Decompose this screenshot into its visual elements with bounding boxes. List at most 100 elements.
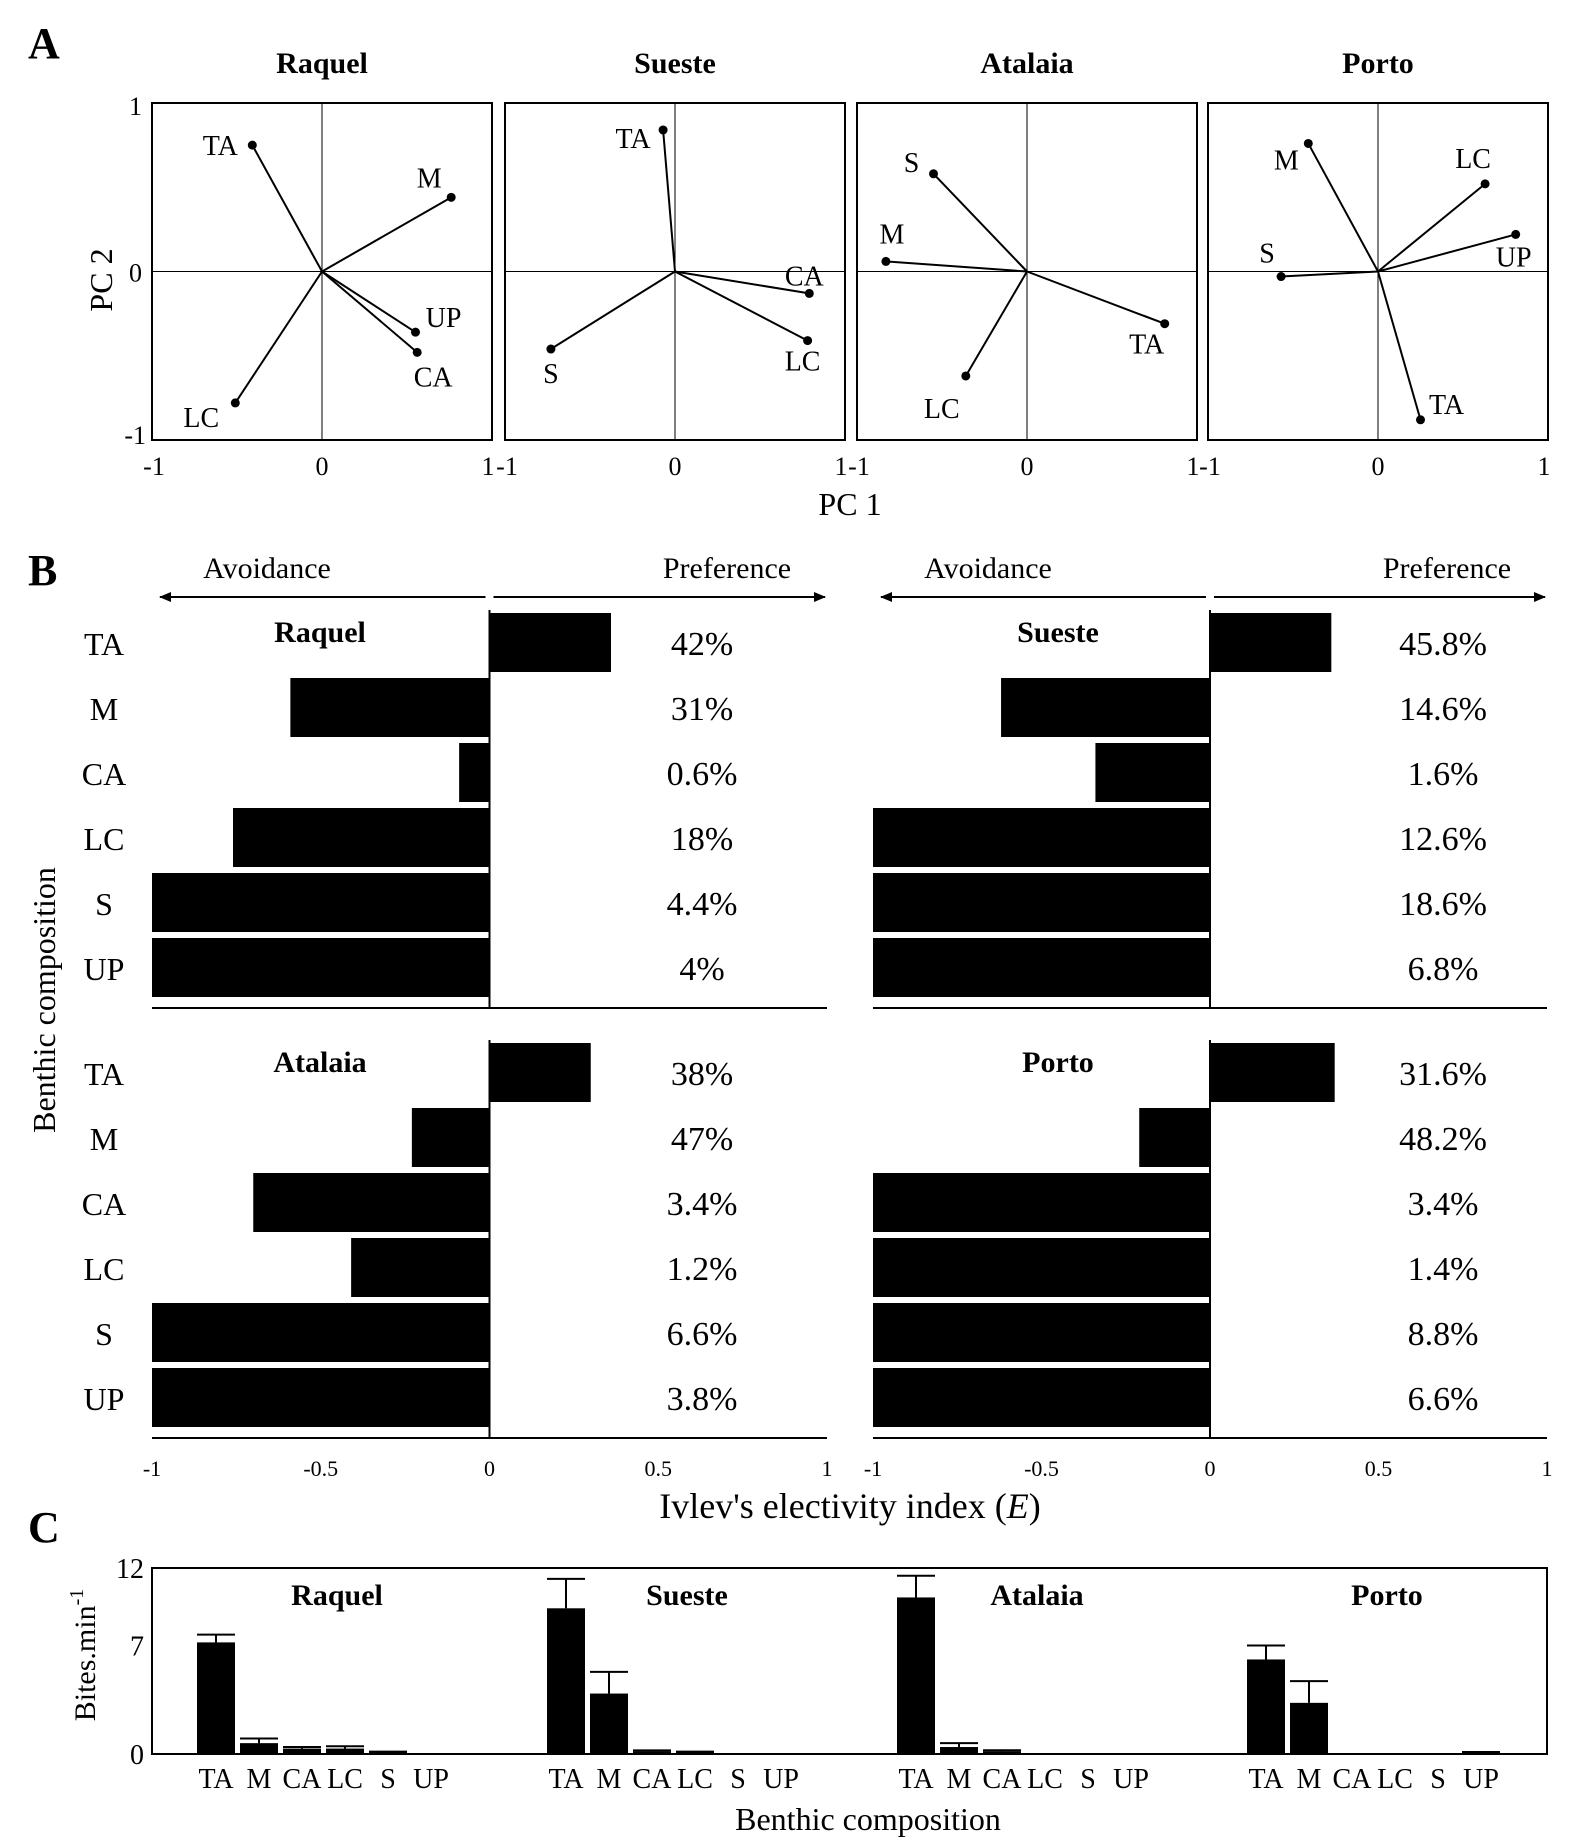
- electivity-category-m: M: [90, 1121, 118, 1157]
- bites-category-raquel-up: UP: [413, 1764, 449, 1795]
- pca-xtick: 1: [482, 452, 495, 481]
- bites-bar-atalaia-ca: [983, 1751, 1021, 1754]
- bites-bar-sueste-ca: [633, 1751, 671, 1754]
- bites-category-atalaia-m: M: [947, 1764, 972, 1795]
- panel-label-b: B: [28, 546, 57, 595]
- preference-label: Preference: [1383, 552, 1511, 585]
- bites-category-porto-m: M: [1297, 1764, 1322, 1795]
- pca-vector-raquel-lc: [234, 270, 323, 404]
- avoidance-label: Avoidance: [203, 552, 331, 585]
- electivity-category-ca: CA: [82, 756, 126, 792]
- pca-point-atalaia-s: [929, 169, 938, 179]
- panel-label-a: A: [28, 19, 60, 68]
- electivity-percent-raquel-ta: 42%: [671, 626, 733, 663]
- avoidance-label: Avoidance: [924, 552, 1052, 585]
- electivity-percent-raquel-up: 4%: [679, 951, 724, 988]
- pca-title-sueste: Sueste: [634, 47, 716, 80]
- bites-ytick: 7: [130, 1632, 144, 1663]
- electivity-category-lc: LC: [84, 821, 125, 857]
- bites-bar-raquel-s: [369, 1752, 407, 1754]
- pca-vector-raquel-ca: [321, 270, 418, 354]
- electivity-percent-porto-ta: 31.6%: [1399, 1056, 1487, 1093]
- bites-bar-atalaia-ta: [897, 1597, 935, 1754]
- electivity-category-lc: LC: [84, 1251, 125, 1287]
- electivity-xtick: 0: [1205, 1456, 1216, 1481]
- pca-vector-sueste-s: [550, 270, 676, 350]
- electivity-bar-sueste-up: [873, 938, 1210, 997]
- pca-point-porto-lc: [1480, 179, 1490, 189]
- bites-bar-sueste-m: [590, 1693, 628, 1754]
- electivity-xtick: -1: [143, 1456, 161, 1481]
- electivity-bar-sueste-ta: [1210, 613, 1332, 672]
- pca-title-raquel: Raquel: [276, 47, 368, 80]
- bites-category-raquel-ta: TA: [198, 1764, 234, 1795]
- electivity-percent-sueste-ca: 1.6%: [1408, 756, 1479, 793]
- bites-bar-porto-m: [1290, 1702, 1328, 1754]
- bites-category-atalaia-s: S: [1080, 1764, 1096, 1795]
- pca-point-raquel-ta: [247, 140, 257, 150]
- electivity-bar-raquel-up: [152, 938, 490, 997]
- electivity-percent-atalaia-m: 47%: [671, 1121, 733, 1158]
- pca-xtick: -1: [1199, 452, 1221, 481]
- pca-vector-raquel-m: [321, 196, 452, 273]
- pca-label-atalaia-ta: TA: [1129, 330, 1165, 361]
- electivity-xtick: 0.5: [1365, 1456, 1393, 1481]
- electivity-percent-raquel-lc: 18%: [671, 821, 733, 858]
- electivity-bar-porto-lc: [873, 1238, 1210, 1297]
- pca-point-raquel-lc: [230, 398, 240, 408]
- bites-ytick: 0: [130, 1740, 144, 1771]
- pca-point-porto-m: [1303, 138, 1313, 148]
- bites-title-atalaia: Atalaia: [990, 1579, 1083, 1612]
- pca-label-raquel-lc: LC: [183, 403, 219, 434]
- electivity-title-raquel: Raquel: [274, 616, 366, 649]
- electivity-percent-porto-s: 8.8%: [1408, 1316, 1479, 1353]
- pca-vector-sueste-ta: [662, 129, 676, 272]
- bites-bar-raquel-ta: [197, 1642, 235, 1754]
- electivity-percent-atalaia-s: 6.6%: [667, 1316, 738, 1353]
- electivity-xtick: -1: [864, 1456, 882, 1481]
- pca-vector-atalaia-s: [932, 173, 1028, 273]
- bites-title-sueste: Sueste: [646, 1579, 728, 1612]
- pca-xtick: -1: [143, 452, 165, 481]
- electivity-bar-atalaia-ta: [489, 1043, 591, 1102]
- electivity-bar-atalaia-s: [152, 1303, 490, 1362]
- pca-label-atalaia-s: S: [904, 148, 920, 179]
- bites-bar-porto-up: [1462, 1752, 1500, 1754]
- pca-point-sueste-ca: [804, 288, 814, 298]
- bites-category-porto-up: UP: [1463, 1764, 1499, 1795]
- pca-label-atalaia-lc: LC: [924, 394, 960, 425]
- pca-point-atalaia-ta: [1160, 319, 1170, 329]
- bites-xlabel: Benthic composition: [735, 1801, 1001, 1837]
- pca-vector-porto-s: [1281, 270, 1379, 278]
- panel-label-c: C: [28, 1503, 60, 1552]
- pca-xtick: 0: [1372, 452, 1385, 481]
- bites-category-raquel-ca: CA: [283, 1764, 323, 1795]
- electivity-title-porto: Porto: [1022, 1046, 1094, 1079]
- electivity-panel: 42% TA 31% M 0.6% CA 18% LC 4.4% S 4% UP Raquel 45.8%…: [82, 552, 1553, 1481]
- pca-label-sueste-ca: CA: [785, 261, 825, 292]
- bites-category-sueste-up: UP: [763, 1764, 799, 1795]
- electivity-bar-raquel-ca: [459, 743, 490, 802]
- bites-category-porto-s: S: [1430, 1764, 1446, 1795]
- pca-label-raquel-m: M: [417, 163, 442, 194]
- electivity-bar-sueste-s: [873, 873, 1210, 932]
- bites-category-sueste-m: M: [597, 1764, 622, 1795]
- pca-xtick: 1: [835, 452, 848, 481]
- bites-frame: [151, 1567, 1548, 1755]
- pca-point-atalaia-lc: [961, 371, 971, 381]
- bites-bar-raquel-m: [240, 1743, 278, 1754]
- bites-category-porto-ta: TA: [1248, 1764, 1284, 1795]
- electivity-title-sueste: Sueste: [1017, 616, 1099, 649]
- pca-ytick: 0: [129, 259, 142, 288]
- electivity-category-up: UP: [84, 951, 125, 987]
- electivity-category-ca: CA: [82, 1186, 126, 1222]
- electivity-bar-atalaia-m: [411, 1108, 490, 1167]
- pca-label-sueste-s: S: [543, 359, 559, 390]
- electivity-title-atalaia: Atalaia: [273, 1046, 366, 1079]
- electivity-bar-porto-s: [873, 1303, 1210, 1362]
- electivity-bar-sueste-m: [1001, 678, 1210, 737]
- pca-label-sueste-ta: TA: [616, 124, 652, 155]
- electivity-percent-porto-ca: 3.4%: [1408, 1186, 1479, 1223]
- electivity-ylabel: Benthic composition: [26, 867, 62, 1133]
